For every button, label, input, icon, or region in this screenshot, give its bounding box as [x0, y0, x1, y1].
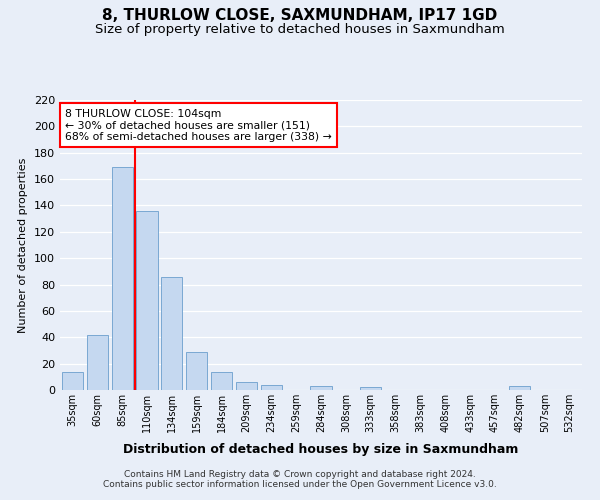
Bar — [136, 210, 158, 390]
Bar — [509, 386, 530, 390]
Bar — [261, 384, 282, 390]
Text: 8 THURLOW CLOSE: 104sqm
← 30% of detached houses are smaller (151)
68% of semi-d: 8 THURLOW CLOSE: 104sqm ← 30% of detache… — [65, 108, 332, 142]
Bar — [236, 382, 257, 390]
Text: 8, THURLOW CLOSE, SAXMUNDHAM, IP17 1GD: 8, THURLOW CLOSE, SAXMUNDHAM, IP17 1GD — [103, 8, 497, 22]
Text: Contains HM Land Registry data © Crown copyright and database right 2024.: Contains HM Land Registry data © Crown c… — [124, 470, 476, 479]
Y-axis label: Number of detached properties: Number of detached properties — [19, 158, 28, 332]
Bar — [87, 334, 108, 390]
Bar — [112, 167, 133, 390]
Bar — [161, 276, 182, 390]
Text: Distribution of detached houses by size in Saxmundham: Distribution of detached houses by size … — [124, 442, 518, 456]
Bar — [310, 386, 332, 390]
Bar — [62, 372, 83, 390]
Bar — [186, 352, 207, 390]
Text: Size of property relative to detached houses in Saxmundham: Size of property relative to detached ho… — [95, 22, 505, 36]
Bar — [211, 372, 232, 390]
Bar — [360, 388, 381, 390]
Text: Contains public sector information licensed under the Open Government Licence v3: Contains public sector information licen… — [103, 480, 497, 489]
